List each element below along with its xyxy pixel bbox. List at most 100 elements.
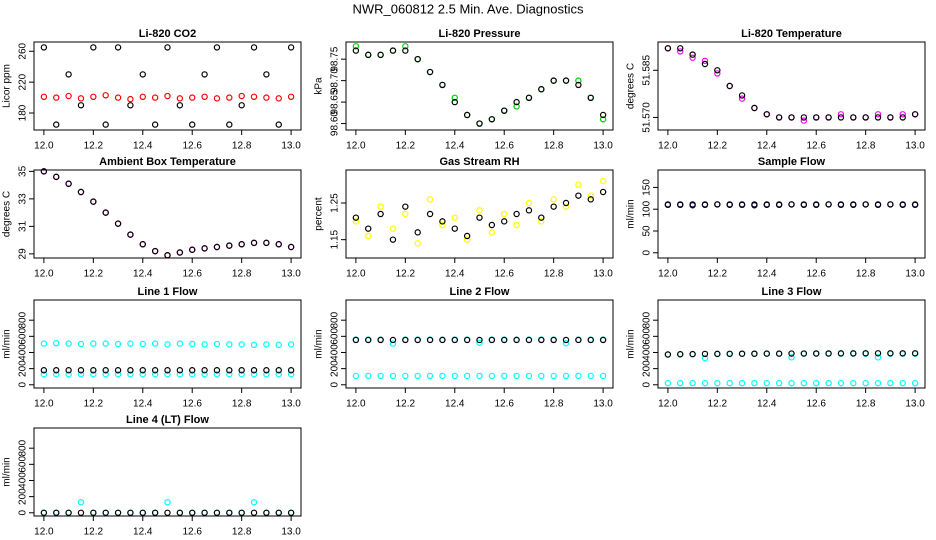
- data-point: [201, 371, 208, 378]
- data-point: [53, 371, 60, 378]
- data-point: [263, 371, 270, 378]
- data-point: [287, 44, 295, 51]
- data-point: [488, 336, 496, 344]
- data-point: [65, 340, 72, 347]
- y-axis-label: percent: [314, 197, 325, 231]
- data-point: [77, 367, 85, 374]
- data-point: [677, 45, 684, 52]
- data-point: [689, 350, 696, 358]
- data-point: [451, 372, 458, 380]
- data-point: [837, 379, 845, 387]
- data-point: [189, 367, 196, 374]
- data-point: [911, 111, 919, 118]
- data-point: [127, 102, 134, 109]
- x-tick-label: 12.4: [445, 269, 465, 280]
- y-tick-label: 400: [330, 344, 341, 361]
- data-point: [513, 372, 520, 380]
- x-tick-label: 13.0: [281, 399, 301, 410]
- y-tick-label: 29: [18, 248, 29, 260]
- data-point: [287, 341, 295, 348]
- data-point: [599, 116, 607, 123]
- data-point: [287, 93, 295, 101]
- data-point: [850, 114, 857, 121]
- x-tick-label: 12.6: [494, 269, 514, 280]
- x-tick-label: 13.0: [593, 269, 613, 280]
- panel-title: Li-820 Pressure: [439, 28, 521, 40]
- data-point: [899, 350, 906, 357]
- data-point: [402, 336, 409, 344]
- x-tick-label: 12.8: [544, 141, 564, 152]
- data-point: [77, 371, 85, 378]
- y-axis-label: ml/min: [2, 329, 13, 358]
- data-point: [65, 509, 72, 516]
- data-point: [189, 121, 196, 128]
- data-point: [414, 55, 421, 63]
- x-tick-label: 12.8: [544, 269, 564, 280]
- data-point: [164, 499, 171, 506]
- data-point: [788, 114, 795, 121]
- data-point: [664, 201, 672, 208]
- data-point: [899, 111, 906, 118]
- data-point: [426, 372, 434, 380]
- data-point: [40, 44, 48, 51]
- data-point: [287, 367, 295, 374]
- data-point: [53, 339, 60, 347]
- y-tick-label: 400: [18, 344, 29, 361]
- x-tick-label: 12.4: [757, 269, 777, 280]
- data-point: [513, 336, 520, 344]
- data-point: [402, 210, 409, 218]
- data-point: [701, 379, 709, 387]
- data-point: [476, 214, 483, 221]
- data-point: [226, 371, 233, 378]
- x-tick-label: 12.2: [708, 269, 728, 280]
- data-point: [176, 102, 184, 109]
- data-point: [213, 371, 221, 378]
- data-point: [389, 236, 397, 243]
- data-point: [238, 241, 245, 248]
- data-point: [250, 93, 258, 101]
- data-point: [114, 220, 122, 227]
- x-tick-label: 13.0: [281, 269, 301, 280]
- y-tick-label: 0: [330, 382, 341, 388]
- data-point: [751, 201, 758, 208]
- data-point: [874, 111, 882, 118]
- x-tick-label: 12.2: [396, 269, 416, 280]
- data-point: [238, 341, 245, 348]
- data-point: [226, 242, 233, 249]
- data-point: [813, 379, 820, 387]
- data-point: [65, 367, 72, 374]
- data-point: [201, 93, 208, 101]
- data-point: [238, 367, 245, 374]
- data-point: [213, 367, 221, 374]
- data-point: [562, 77, 570, 84]
- data-point: [201, 367, 208, 374]
- data-point: [127, 367, 134, 374]
- y-tick-label: 98.65: [330, 89, 341, 114]
- data-point: [164, 367, 171, 374]
- data-point: [275, 509, 282, 516]
- y-tick-label: 100: [642, 200, 653, 217]
- data-point: [352, 336, 360, 344]
- plot-frame: [657, 41, 926, 131]
- data-point: [275, 241, 282, 248]
- data-point: [426, 68, 434, 76]
- y-tick-label: 98.60: [330, 111, 341, 136]
- panel-title: Li-820 CO2: [139, 28, 196, 40]
- y-tick-label: 51.570: [642, 102, 653, 133]
- x-tick-label: 12.8: [856, 141, 876, 152]
- data-point: [862, 201, 869, 208]
- data-point: [402, 372, 409, 380]
- data-point: [788, 350, 795, 357]
- y-tick-label: 0: [642, 250, 653, 256]
- data-point: [550, 336, 557, 344]
- data-point: [451, 225, 458, 232]
- data-point: [463, 372, 471, 380]
- data-point: [275, 341, 282, 349]
- x-tick-label: 12.4: [445, 399, 465, 410]
- data-point: [813, 114, 820, 121]
- data-point: [65, 92, 72, 100]
- data-point: [151, 121, 159, 128]
- data-point: [402, 43, 409, 50]
- data-point: [426, 210, 434, 218]
- data-point: [550, 203, 557, 210]
